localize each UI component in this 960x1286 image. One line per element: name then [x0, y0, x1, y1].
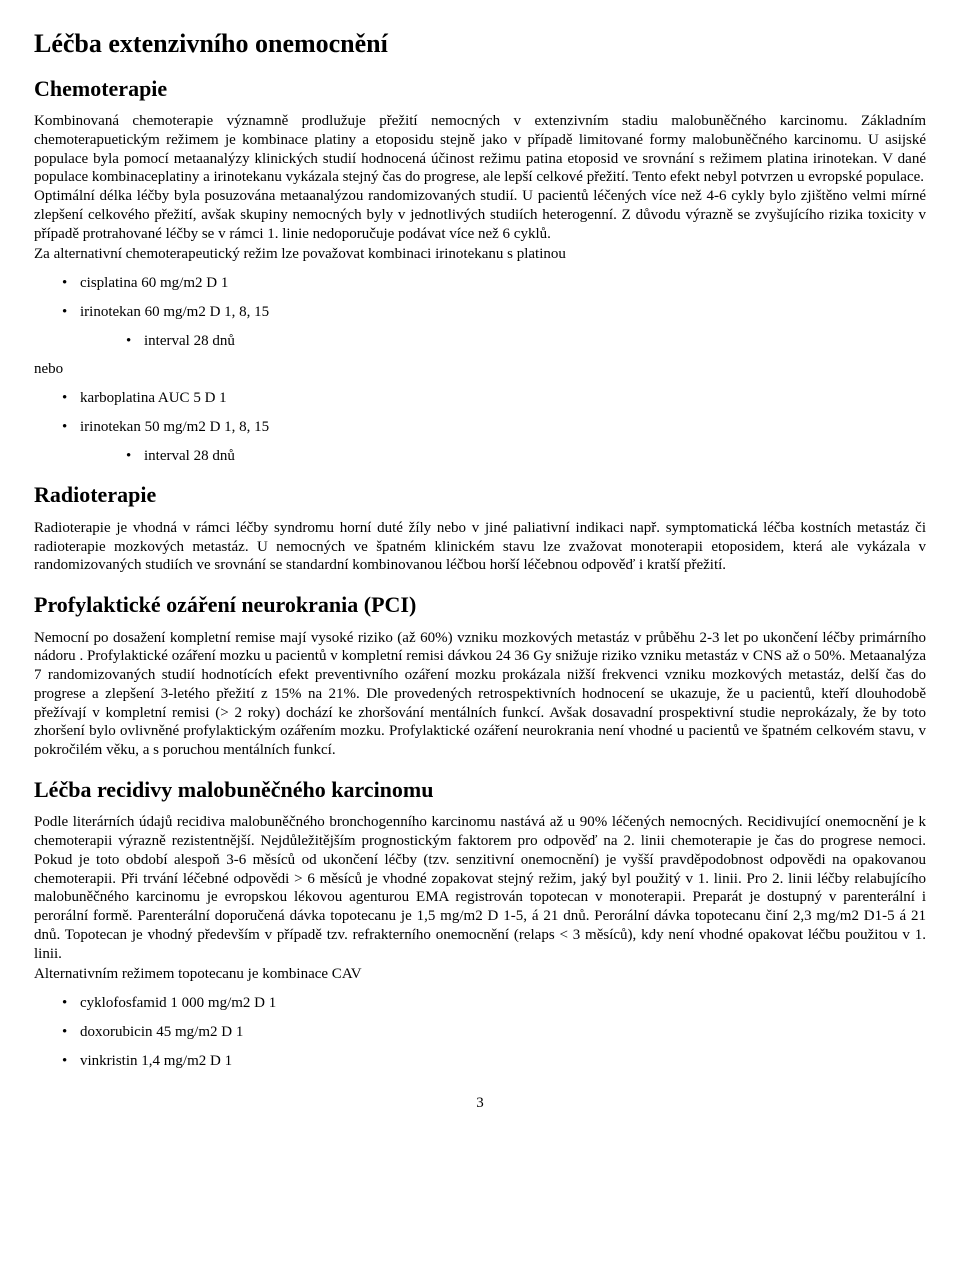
- list-item: interval 28 dnů: [80, 447, 926, 466]
- body-text: Nemocní po dosažení kompletní remise maj…: [34, 629, 926, 760]
- body-text: Optimální délka léčby byla posuzována me…: [34, 187, 926, 243]
- list-chemo-regimen-a: cisplatina 60 mg/m2 D 1 irinotekan 60 mg…: [34, 274, 926, 350]
- page-number: 3: [34, 1094, 926, 1113]
- list-item: cisplatina 60 mg/m2 D 1: [34, 274, 926, 293]
- body-text: Za alternativní chemoterapeutický režim …: [34, 245, 926, 264]
- page-title: Léčba extenzivního onemocnění: [34, 28, 926, 61]
- heading-chemoterapie: Chemoterapie: [34, 75, 926, 103]
- list-item-label: irinotekan 60 mg/m2 D 1, 8, 15: [80, 304, 269, 320]
- list-item: irinotekan 60 mg/m2 D 1, 8, 15 interval …: [34, 303, 926, 351]
- body-text: Alternativním režimem topotecanu je komb…: [34, 965, 926, 984]
- list-item-label: irinotekan 50 mg/m2 D 1, 8, 15: [80, 419, 269, 435]
- list-item: doxorubicin 45 mg/m2 D 1: [34, 1023, 926, 1042]
- list-item: cyklofosfamid 1 000 mg/m2 D 1: [34, 994, 926, 1013]
- heading-pci: Profylaktické ozáření neurokrania (PCI): [34, 591, 926, 619]
- body-text: Podle literárních údajů recidiva malobun…: [34, 813, 926, 963]
- body-text: Radioterapie je vhodná v rámci léčby syn…: [34, 519, 926, 575]
- list-item: irinotekan 50 mg/m2 D 1, 8, 15 interval …: [34, 418, 926, 466]
- list-item: karboplatina AUC 5 D 1: [34, 389, 926, 408]
- separator-nebo: nebo: [34, 360, 926, 379]
- heading-radioterapie: Radioterapie: [34, 481, 926, 509]
- heading-recidiva: Léčba recidivy malobuněčného karcinomu: [34, 776, 926, 804]
- list-cav-regimen: cyklofosfamid 1 000 mg/m2 D 1 doxorubici…: [34, 994, 926, 1070]
- body-text: Kombinovaná chemoterapie významně prodlu…: [34, 112, 926, 187]
- list-item: vinkristin 1,4 mg/m2 D 1: [34, 1052, 926, 1071]
- list-item: interval 28 dnů: [80, 332, 926, 351]
- list-chemo-regimen-b: karboplatina AUC 5 D 1 irinotekan 50 mg/…: [34, 389, 926, 465]
